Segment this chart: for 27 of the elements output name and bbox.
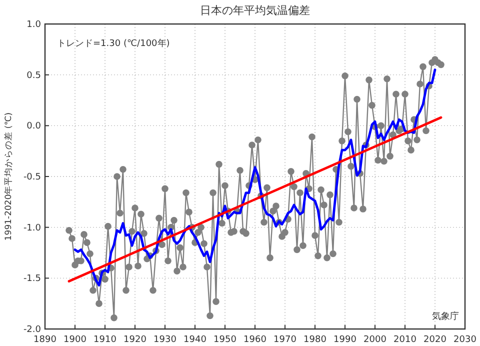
y-tick-label: -0.5: [23, 172, 41, 182]
x-tick-label: 1940: [184, 335, 207, 345]
y-tick-label: -2.0: [23, 325, 42, 335]
y-tick-label: 0.5: [26, 70, 41, 81]
x-tick-label: 1950: [214, 335, 237, 345]
x-tick-label: 1920: [124, 335, 147, 345]
y-tick-label: -1.5: [23, 274, 41, 284]
x-tick-label: 1930: [154, 335, 177, 345]
annotation: トレンド=1.30 (℃/100年): [57, 38, 170, 49]
x-tick-label: 2020: [424, 335, 447, 345]
y-tick-label: -1.0: [23, 223, 42, 234]
x-tick-label: 2030: [454, 335, 477, 345]
x-tick-label: 1890: [34, 335, 57, 345]
x-tick-label: 1910: [94, 335, 117, 345]
x-tick-label: 1970: [274, 335, 297, 345]
x-tick-label: 1960: [244, 335, 267, 345]
y-tick-label: 1.0: [26, 20, 42, 30]
x-tick-label: 1900: [64, 335, 87, 345]
line-series: [74, 68, 436, 286]
x-tick-label: 1980: [304, 335, 327, 345]
chart-title: 日本の年平均気温偏差: [200, 4, 310, 17]
y-tick-label: 0.0: [26, 122, 42, 132]
x-tick-label: 2000: [364, 335, 387, 345]
x-tick-label: 2010: [394, 335, 417, 345]
y-axis-title: 1991-2020年平均からの差 (℃): [3, 112, 14, 241]
annotation: 気象庁: [432, 311, 459, 322]
x-tick-label: 1990: [334, 335, 357, 345]
